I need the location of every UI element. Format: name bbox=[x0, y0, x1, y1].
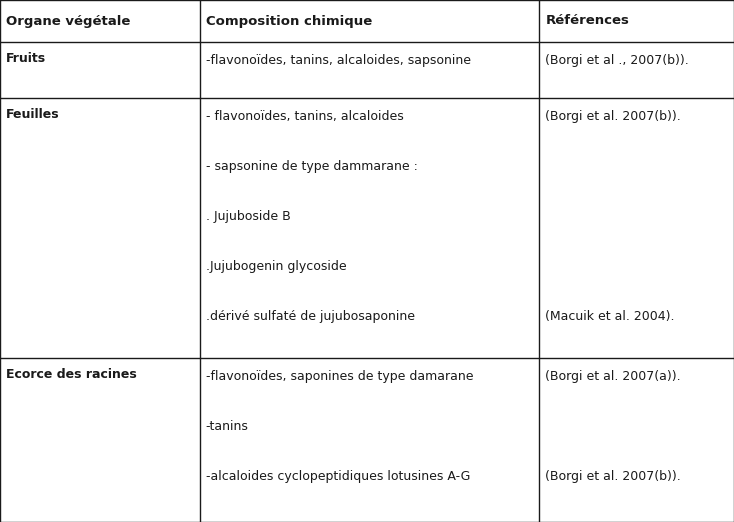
Text: Références: Références bbox=[545, 15, 629, 28]
Text: Organe végétale: Organe végétale bbox=[6, 15, 131, 28]
Text: - flavonoïdes, tanins, alcaloides: - flavonoïdes, tanins, alcaloides bbox=[206, 110, 404, 123]
Text: -alcaloides cyclopeptidiques lotusines A-G: -alcaloides cyclopeptidiques lotusines A… bbox=[206, 470, 470, 483]
Text: (Borgi et al ., 2007(b)).: (Borgi et al ., 2007(b)). bbox=[545, 54, 689, 67]
Text: -flavonoïdes, tanins, alcaloides, sapsonine: -flavonoïdes, tanins, alcaloides, sapson… bbox=[206, 54, 470, 67]
Text: .Jujubogenin glycoside: .Jujubogenin glycoside bbox=[206, 260, 346, 273]
Text: .dérivé sulfaté de jujubosaponine: .dérivé sulfaté de jujubosaponine bbox=[206, 310, 415, 323]
Text: - sapsonine de type dammarane :: - sapsonine de type dammarane : bbox=[206, 160, 418, 173]
Text: Composition chimique: Composition chimique bbox=[206, 15, 372, 28]
Text: (Borgi et al. 2007(a)).: (Borgi et al. 2007(a)). bbox=[545, 370, 681, 383]
Text: (Borgi et al. 2007(b)).: (Borgi et al. 2007(b)). bbox=[545, 470, 681, 483]
Text: -flavonoïdes, saponines de type damarane: -flavonoïdes, saponines de type damarane bbox=[206, 370, 473, 383]
Text: -tanins: -tanins bbox=[206, 420, 249, 433]
Text: Feuilles: Feuilles bbox=[6, 108, 59, 121]
Text: Fruits: Fruits bbox=[6, 52, 46, 65]
Text: Ecorce des racines: Ecorce des racines bbox=[6, 368, 137, 381]
Text: . Jujuboside B: . Jujuboside B bbox=[206, 210, 291, 223]
Text: (Borgi et al. 2007(b)).: (Borgi et al. 2007(b)). bbox=[545, 110, 681, 123]
Text: (Macuik et al. 2004).: (Macuik et al. 2004). bbox=[545, 310, 675, 323]
